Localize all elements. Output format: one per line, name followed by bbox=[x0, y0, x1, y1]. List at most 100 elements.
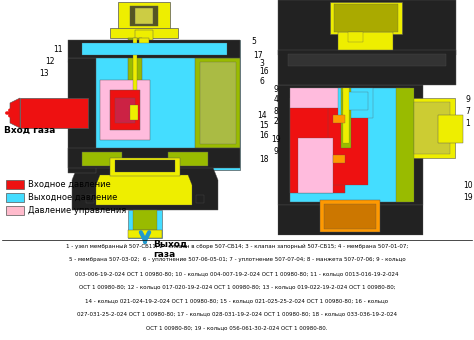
Text: 15: 15 bbox=[259, 120, 269, 130]
Bar bbox=[196, 195, 204, 203]
Bar bbox=[135, 8, 153, 24]
Bar bbox=[343, 88, 349, 143]
Text: Вход газа: Вход газа bbox=[4, 126, 55, 135]
Text: Выходное давление: Выходное давление bbox=[28, 193, 118, 202]
Bar bbox=[133, 38, 137, 128]
Text: 17: 17 bbox=[253, 51, 263, 61]
Bar bbox=[278, 85, 423, 205]
Polygon shape bbox=[96, 175, 192, 205]
Text: 1 - узел мембранный 507-СБ11; 2 - клапан в сборе 507-СБ14; 3 - клапан запорный 5: 1 - узел мембранный 507-СБ11; 2 - клапан… bbox=[66, 244, 408, 249]
Bar bbox=[328, 105, 368, 185]
Text: promgazenergo.su: promgazenergo.su bbox=[65, 53, 135, 86]
Bar bbox=[128, 210, 162, 238]
Text: 5 - мембрана 507-03-02;  6 - уплотнение 507-06-05-01; 7 - уплотнение 507-07-04; : 5 - мембрана 507-03-02; 6 - уплотнение 5… bbox=[69, 257, 405, 262]
Text: Входное давление: Входное давление bbox=[28, 180, 111, 189]
Bar bbox=[86, 195, 94, 203]
Text: 16: 16 bbox=[259, 131, 269, 139]
Text: 027-031-25-2-024 ОСТ 1 00980-80; 17 - кольцо 028-031-19-2-024 ОСТ 1 00980-80; 18: 027-031-25-2-024 ОСТ 1 00980-80; 17 - ко… bbox=[77, 311, 397, 317]
Bar bbox=[341, 88, 351, 148]
Text: 9: 9 bbox=[273, 148, 278, 156]
Bar bbox=[333, 155, 345, 163]
Text: 6: 6 bbox=[260, 78, 264, 86]
Polygon shape bbox=[10, 98, 20, 128]
Text: Выход
газа: Выход газа bbox=[153, 240, 187, 259]
Text: Давление управления: Давление управления bbox=[28, 206, 126, 215]
Bar bbox=[133, 210, 157, 230]
Bar bbox=[290, 98, 345, 193]
Bar bbox=[110, 90, 140, 130]
Bar bbox=[130, 6, 158, 26]
Bar bbox=[68, 40, 240, 170]
Text: 7: 7 bbox=[465, 107, 470, 117]
Text: promgazenergo.su: promgazenergo.su bbox=[335, 53, 405, 86]
Bar bbox=[396, 88, 414, 202]
Bar bbox=[338, 32, 393, 50]
Text: promgazenergo.su: promgazenergo.su bbox=[365, 123, 435, 156]
Bar bbox=[200, 62, 236, 144]
Bar bbox=[348, 32, 363, 42]
Bar bbox=[68, 58, 96, 173]
Text: 16: 16 bbox=[259, 68, 269, 76]
Text: 14: 14 bbox=[257, 110, 267, 119]
Text: 11: 11 bbox=[53, 46, 63, 54]
Bar bbox=[6, 180, 24, 189]
Bar bbox=[333, 115, 345, 123]
Bar bbox=[330, 2, 402, 34]
Text: 13: 13 bbox=[39, 68, 49, 78]
Bar bbox=[128, 38, 142, 138]
Bar bbox=[410, 98, 455, 158]
Bar bbox=[278, 0, 456, 55]
Bar bbox=[278, 205, 423, 235]
Bar bbox=[100, 80, 150, 140]
Bar bbox=[135, 30, 153, 42]
Text: 14 - кольцо 021-024-19-2-024 ОСТ 1 00980-80; 15 - кольцо 021-025-25-2-024 ОСТ 1 : 14 - кольцо 021-024-19-2-024 ОСТ 1 00980… bbox=[85, 298, 389, 303]
Bar bbox=[414, 102, 450, 154]
Bar bbox=[298, 138, 333, 193]
Bar bbox=[110, 158, 180, 176]
Bar bbox=[82, 43, 227, 55]
Bar bbox=[139, 38, 149, 46]
Bar bbox=[195, 58, 240, 148]
Bar bbox=[320, 200, 380, 232]
Text: 9: 9 bbox=[465, 96, 470, 104]
Text: 2: 2 bbox=[273, 118, 278, 126]
Bar bbox=[68, 148, 240, 168]
Text: 8: 8 bbox=[273, 107, 278, 117]
Polygon shape bbox=[72, 165, 218, 210]
Text: 19: 19 bbox=[271, 136, 281, 144]
Bar bbox=[324, 204, 376, 229]
Text: 3: 3 bbox=[260, 58, 264, 68]
Bar bbox=[288, 54, 446, 66]
Text: 10: 10 bbox=[463, 181, 473, 189]
Bar bbox=[438, 115, 463, 143]
Bar bbox=[334, 4, 398, 32]
Bar bbox=[130, 105, 138, 120]
Text: ОСТ 1 00980-80; 12 - кольцо 017-020-19-2-024 ОСТ 1 00980-80; 13 - кольцо 019-022: ОСТ 1 00980-80; 12 - кольцо 017-020-19-2… bbox=[79, 285, 395, 289]
Bar bbox=[82, 152, 122, 166]
Text: promgazenergo.su: promgazenergo.su bbox=[165, 114, 235, 147]
Bar bbox=[6, 193, 24, 202]
Bar bbox=[20, 98, 88, 128]
Bar bbox=[115, 98, 135, 123]
Polygon shape bbox=[110, 28, 178, 38]
Text: 18: 18 bbox=[259, 155, 269, 165]
Bar bbox=[115, 160, 175, 172]
Bar bbox=[290, 88, 345, 108]
Text: 003-006-19-2-024 ОСТ 1 00980-80; 10 - кольцо 004-007-19-2-024 ОСТ 1 00980-80; 11: 003-006-19-2-024 ОСТ 1 00980-80; 10 - ко… bbox=[75, 271, 399, 276]
Bar bbox=[338, 88, 373, 118]
Bar bbox=[128, 230, 162, 238]
Bar bbox=[68, 40, 240, 58]
Text: 5: 5 bbox=[252, 37, 256, 47]
Text: 4: 4 bbox=[273, 96, 278, 104]
Text: ОСТ 1 00980-80; 19 - кольцо 056-061-30-2-024 ОСТ 1 00980-80.: ОСТ 1 00980-80; 19 - кольцо 056-061-30-2… bbox=[146, 325, 328, 330]
Bar bbox=[290, 88, 410, 202]
Text: 1: 1 bbox=[465, 119, 470, 129]
Bar bbox=[168, 152, 208, 166]
Bar bbox=[6, 206, 24, 215]
Text: 9: 9 bbox=[273, 85, 278, 95]
Bar bbox=[343, 92, 368, 110]
Bar bbox=[278, 50, 456, 85]
Text: 19: 19 bbox=[463, 193, 473, 203]
Text: 12: 12 bbox=[45, 57, 55, 67]
Bar bbox=[82, 50, 227, 160]
